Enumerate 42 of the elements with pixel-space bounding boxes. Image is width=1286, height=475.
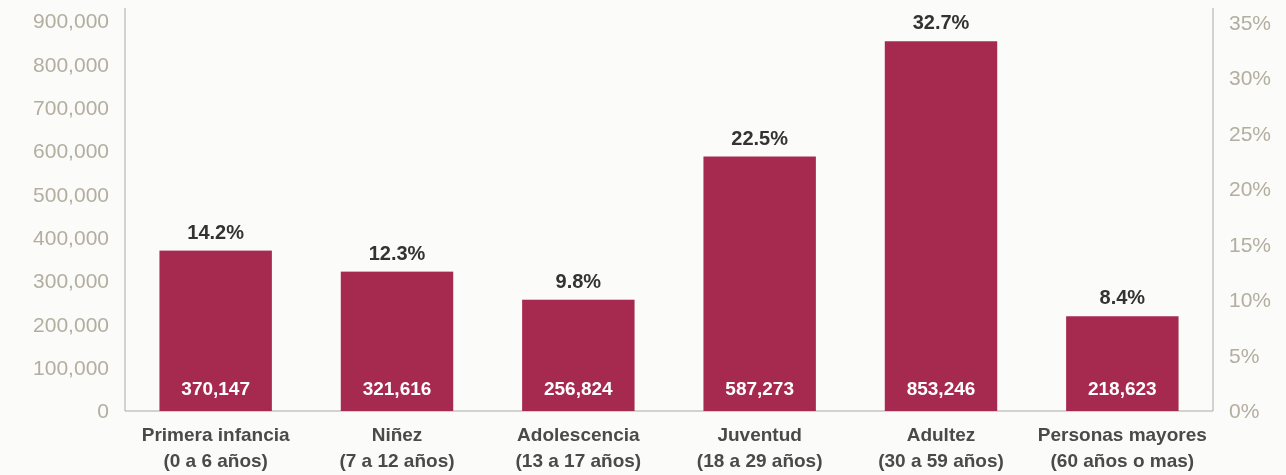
bar bbox=[522, 299, 635, 411]
y-tick-label: 700,000 bbox=[33, 96, 109, 120]
data-label: 256,824 bbox=[543, 378, 614, 399]
y-tick-label: 0 bbox=[97, 399, 109, 423]
x-tick-label: Juventud (18 a 29 años) bbox=[696, 424, 823, 471]
y-tick-label: 200,000 bbox=[33, 312, 109, 336]
y-tick-label: 600,000 bbox=[33, 139, 109, 163]
data-label: 587,273 bbox=[725, 378, 795, 399]
bar bbox=[703, 156, 816, 411]
annotation: 14.2% bbox=[187, 220, 245, 243]
y2-tick-label: 20% bbox=[1229, 177, 1272, 201]
x-tick-label: Primera infancia (0 a 6 años) bbox=[141, 424, 291, 471]
y-tick-label: 400,000 bbox=[33, 226, 109, 250]
y2-tick-label: 0% bbox=[1229, 399, 1260, 423]
annotation: 9.8% bbox=[555, 269, 602, 292]
x-tick-label: Adultez (30 a 59 años) bbox=[878, 424, 1004, 471]
annotation: 12.3% bbox=[368, 241, 426, 264]
data-label: 321,616 bbox=[362, 378, 432, 399]
y2-tick-label: 15% bbox=[1229, 232, 1272, 256]
y-tick-label: 300,000 bbox=[33, 269, 109, 293]
y-tick-label: 100,000 bbox=[33, 356, 109, 380]
annotation: 8.4% bbox=[1099, 286, 1146, 309]
annotation: 32.7% bbox=[912, 11, 970, 34]
y2-tick-label: 25% bbox=[1229, 121, 1272, 145]
y-tick-label: 900,000 bbox=[33, 9, 109, 33]
annotation: 22.5% bbox=[731, 126, 789, 149]
bar bbox=[159, 250, 272, 411]
y-tick-label: 500,000 bbox=[33, 182, 109, 206]
data-label: 218,623 bbox=[1087, 378, 1157, 399]
y2-tick-label: 35% bbox=[1229, 10, 1272, 34]
bar bbox=[340, 271, 454, 411]
bar bbox=[1066, 316, 1179, 411]
data-label: 370,147 bbox=[181, 378, 251, 399]
data-label: 853,246 bbox=[906, 378, 976, 399]
y-tick-label: 800,000 bbox=[33, 52, 109, 76]
y2-tick-label: 5% bbox=[1229, 343, 1260, 367]
x-tick-label: Personas mayores (60 años o mas) bbox=[1037, 424, 1207, 471]
bar bbox=[884, 41, 998, 411]
y2-tick-label: 10% bbox=[1229, 288, 1272, 312]
x-tick-label: Adolescencia (13 a 17 años) bbox=[515, 424, 642, 471]
y2-tick-label: 30% bbox=[1229, 66, 1272, 90]
x-tick-label: Niñez (7 a 12 años) bbox=[339, 424, 455, 471]
